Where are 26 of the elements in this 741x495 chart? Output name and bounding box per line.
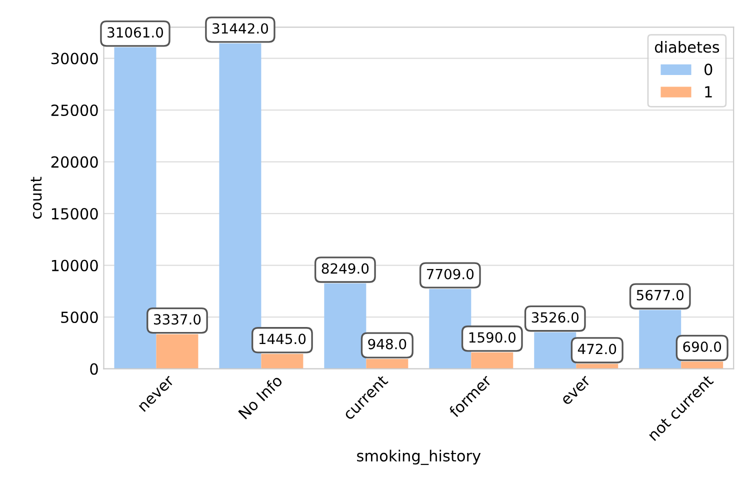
data-label: 31061.0 [108, 27, 164, 38]
data-label: 31442.0 [212, 23, 268, 34]
legend-title: diabetes [654, 40, 720, 53]
y-tick-label: 25000 [51, 104, 98, 116]
y-tick-label: 20000 [51, 156, 98, 168]
bar [681, 362, 724, 369]
data-label: 948.0 [368, 338, 406, 350]
data-label: 472.0 [578, 344, 616, 354]
y-tick-label: 5000 [61, 311, 98, 324]
legend-label: 1 [705, 86, 712, 98]
y-axis-title: count [30, 176, 42, 219]
data-label: 5677.0 [636, 290, 684, 300]
legend-label: 0 [704, 64, 712, 76]
data-label: 8249.0 [322, 263, 369, 274]
y-tick-label: 10000 [52, 260, 98, 272]
x-tick-label: No Info [238, 374, 284, 420]
y-tick-label: 0 [90, 363, 98, 375]
data-label: 1445.0 [259, 334, 306, 344]
data-label: 3526.0 [532, 312, 579, 323]
data-label: 3337.0 [154, 314, 201, 325]
y-tick-label: 30000 [51, 52, 98, 64]
x-axis-title: smoking_history [357, 450, 481, 465]
y-tick-label: 15000 [52, 208, 98, 220]
data-label: 690.0 [683, 341, 722, 352]
data-label: 1590.0 [469, 332, 516, 343]
data-label: 7709.0 [427, 268, 474, 280]
